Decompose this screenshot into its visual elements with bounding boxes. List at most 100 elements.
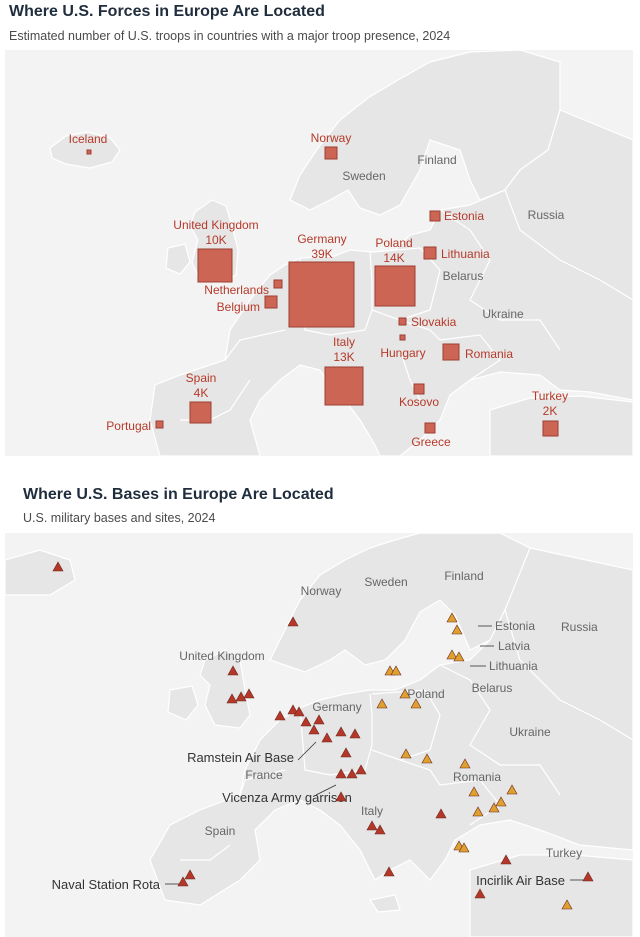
- troop-label-estonia: Estonia: [444, 209, 484, 223]
- base-marker-icon: [355, 764, 367, 775]
- base-marker-icon: [287, 704, 299, 715]
- troop-marker-netherlands: [273, 279, 283, 289]
- base-marker-icon: [468, 786, 480, 797]
- troop-marker-greece: [424, 422, 436, 434]
- troop-marker-norway: [324, 146, 338, 160]
- base-marker-icon: [321, 732, 333, 743]
- label-estonia: Estonia: [495, 619, 535, 633]
- troop-value-italy: 13K: [333, 350, 354, 364]
- label-belarus: Belarus: [443, 269, 484, 283]
- base-marker-icon: [453, 651, 465, 662]
- base-marker-icon: [400, 748, 412, 759]
- troop-label-netherlands: Netherlands: [204, 283, 269, 297]
- troop-label-greece: Greece: [411, 435, 451, 449]
- iceland-landmass: [49, 131, 121, 169]
- troop-marker-germany: [288, 261, 355, 328]
- label-sweden: Sweden: [364, 575, 407, 589]
- base-marker-icon: [349, 728, 361, 739]
- troop-label-belgium: Belgium: [217, 300, 260, 314]
- base-marker-icon: [226, 693, 238, 704]
- base-marker-icon: [435, 808, 447, 819]
- troop-label-kosovo: Kosovo: [399, 395, 439, 409]
- troop-marker-iceland: [86, 149, 92, 155]
- base-marker-icon: [52, 561, 64, 572]
- bases-map: Sweden Finland Norway Estonia Russia Lat…: [5, 533, 633, 937]
- troop-marker-estonia: [429, 210, 441, 222]
- label-spain: Spain: [205, 824, 236, 838]
- label-russia: Russia: [528, 208, 565, 222]
- label-germany: Germany: [312, 700, 361, 714]
- base-marker-icon: [366, 820, 378, 831]
- base-marker-icon: [287, 616, 299, 627]
- label-ukraine: Ukraine: [482, 307, 524, 321]
- troop-marker-portugal: [155, 420, 164, 429]
- base-marker-icon: [340, 747, 352, 758]
- label-ukraine: Ukraine: [509, 725, 551, 739]
- troop-label-portugal: Portugal: [106, 419, 151, 433]
- map-subtitle: Estimated number of U.S. troops in count…: [9, 29, 451, 43]
- borders: [180, 189, 633, 421]
- troop-label-spain: Spain: [186, 371, 217, 385]
- anatolia-landmass: [489, 395, 633, 456]
- troop-value-spain: 4K: [194, 386, 209, 400]
- uk-landmass: [199, 649, 251, 729]
- base-marker-icon: [313, 714, 325, 725]
- sicily-landmass: [369, 894, 401, 913]
- callout-ramstein: Ramstein Air Base: [187, 750, 294, 765]
- base-marker-icon: [446, 612, 458, 623]
- troop-value-uk: 10K: [205, 233, 226, 247]
- callout-incirlik: Incirlik Air Base: [476, 873, 565, 888]
- label-lithuania: Lithuania: [489, 659, 538, 673]
- troop-label-turkey: Turkey: [532, 389, 568, 403]
- base-marker-icon: [421, 753, 433, 764]
- troop-marker-italy: [324, 366, 364, 406]
- troop-marker-uk: [197, 248, 233, 283]
- troop-value-germany: 39K: [311, 247, 332, 261]
- callout-vicenza: Vicenza Army garrison: [222, 790, 352, 805]
- base-marker-icon: [227, 665, 239, 676]
- troop-label-slovakia: Slovakia: [411, 315, 457, 329]
- base-marker-icon: [293, 706, 305, 717]
- troop-label-iceland: Iceland: [69, 132, 108, 146]
- troop-value-turkey: 2K: [543, 404, 558, 418]
- troop-marker-poland: [374, 265, 416, 307]
- troop-label-norway: Norway: [311, 131, 352, 145]
- troop-label-romania: Romania: [465, 347, 513, 361]
- base-marker-icon: [335, 791, 347, 802]
- troop-marker-turkey: [542, 420, 559, 437]
- base-marker-icon: [399, 688, 411, 699]
- label-united-kingdom: United Kingdom: [179, 649, 264, 663]
- base-marker-icon: [243, 688, 255, 699]
- troop-value-poland: 14K: [383, 251, 404, 265]
- leader-lines: [165, 625, 584, 885]
- label-latvia: Latvia: [498, 639, 530, 653]
- troop-marker-kosovo: [413, 383, 425, 395]
- troop-marker-hungary: [399, 334, 406, 341]
- troop-label-poland: Poland: [375, 236, 412, 250]
- bases-map-subtitle: U.S. military bases and sites, 2024: [23, 511, 216, 525]
- mainland-landmass: [149, 547, 633, 906]
- base-marker-icon: [335, 726, 347, 737]
- ireland-landmass: [165, 243, 191, 275]
- troop-marker-slovakia: [398, 317, 407, 326]
- iceland-landmass: [5, 549, 76, 596]
- base-marker-icon: [346, 768, 358, 779]
- base-marker-icon: [459, 758, 471, 769]
- base-marker-icon: [561, 899, 573, 910]
- troop-marker-spain: [189, 401, 212, 424]
- base-markers: [52, 561, 594, 910]
- base-marker-icon: [184, 869, 196, 880]
- troop-marker-lithuania: [423, 246, 437, 260]
- callout-rota: Naval Station Rota: [52, 877, 161, 892]
- base-marker-icon: [390, 665, 402, 676]
- base-marker-icon: [582, 871, 594, 882]
- label-italy: Italy: [361, 804, 383, 818]
- troop-label-germany: Germany: [297, 232, 346, 246]
- troop-label-italy: Italy: [333, 335, 355, 349]
- label-romania: Romania: [453, 770, 501, 784]
- label-sweden: Sweden: [342, 169, 385, 183]
- base-marker-icon: [446, 649, 458, 660]
- label-poland: Poland: [407, 687, 444, 701]
- forces-map: Finland Sweden Russia Belarus Ukraine Ic…: [5, 50, 633, 456]
- base-marker-icon: [488, 802, 500, 813]
